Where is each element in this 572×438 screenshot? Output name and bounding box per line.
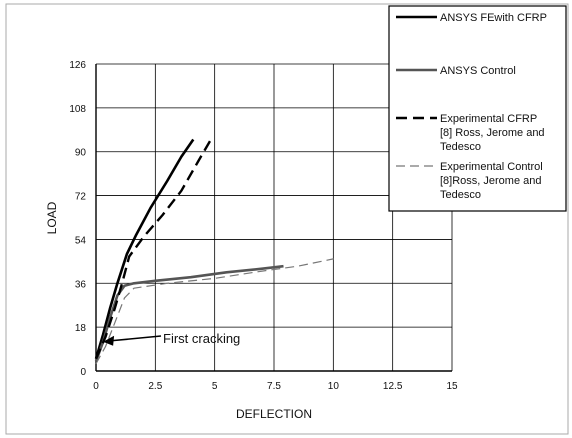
axes: 0 18 36 54 72 90 108 126 0 2.5 5 7.5 10 12.5 15 — [69, 60, 458, 392]
y-tick-label: 126 — [69, 60, 86, 71]
y-tick-label: 36 — [75, 279, 87, 290]
legend-label: [8] Ross, Jerome and — [440, 127, 545, 139]
y-tick-label: 72 — [75, 192, 87, 203]
y-tick-label: 108 — [69, 104, 86, 115]
x-tick-label: 0 — [93, 381, 99, 392]
x-axis-label: DEFLECTION — [236, 407, 312, 421]
x-tick-label: 10 — [328, 381, 340, 392]
legend-label: ANSYS FEwith CFRP — [440, 12, 547, 24]
series-line-1 — [94, 138, 195, 360]
y-tick-label: 90 — [75, 148, 87, 159]
x-tick-label: 7.5 — [267, 381, 281, 392]
x-tick-label: 2.5 — [148, 381, 162, 392]
annotation-label: First cracking — [163, 331, 240, 346]
legend-label: Experimental CFRP — [440, 113, 537, 125]
legend-label: Tedesco — [440, 189, 481, 201]
legend-label: ANSYS Control — [440, 65, 516, 77]
series-line-4 — [95, 258, 334, 364]
annotation-arrow-head — [103, 335, 115, 346]
x-tick-label: 12.5 — [383, 381, 403, 392]
legend-label: [8]Ross, Jerome and — [440, 175, 542, 187]
x-tick-label: 15 — [446, 381, 458, 392]
legend: ANSYS FEwith CFRP ANSYS Control Experiment… — [388, 5, 567, 212]
x-tick-label: 5 — [212, 381, 218, 392]
legend-label: Experimental Control — [440, 161, 543, 173]
y-tick-label: 54 — [75, 235, 87, 246]
legend-label: Tedesco — [440, 141, 481, 153]
y-axis-label: LOAD — [45, 201, 59, 234]
series-lines — [94, 136, 334, 364]
series-line-3 — [94, 136, 214, 360]
annotation-arrow-line — [111, 335, 162, 342]
annotations: First cracking — [103, 331, 240, 346]
series-line-2 — [94, 264, 284, 362]
y-tick-label: 0 — [80, 367, 86, 378]
y-tick-label: 18 — [75, 323, 87, 334]
legend-box — [388, 5, 567, 212]
